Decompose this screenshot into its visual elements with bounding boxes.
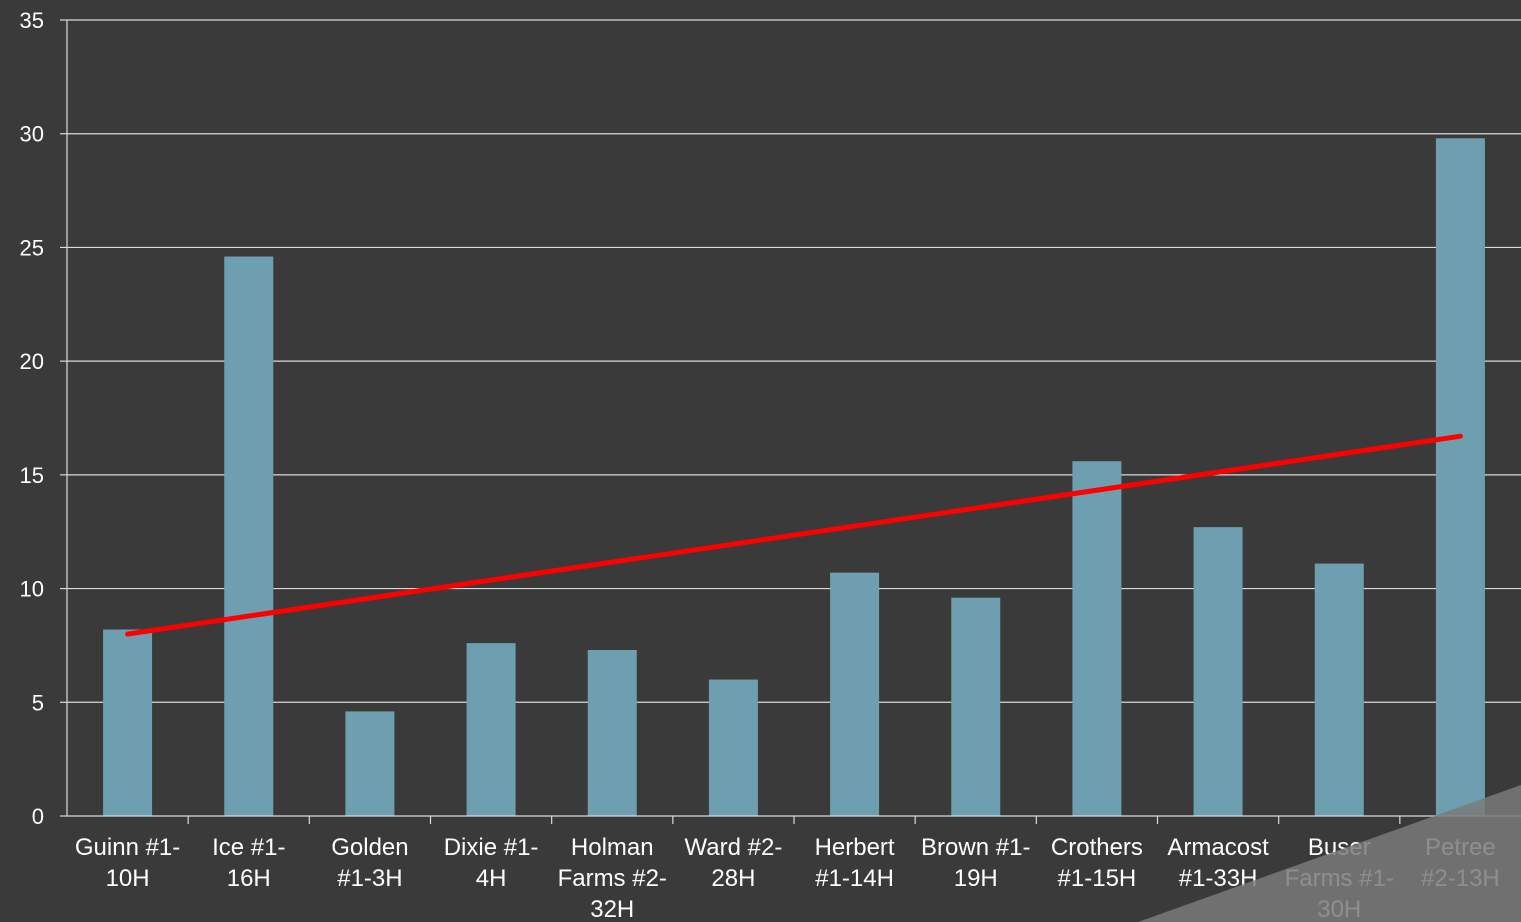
trendline (125, 433, 1463, 637)
bar (1314, 563, 1364, 816)
bar (466, 643, 516, 816)
x-tick-label-line: Holman (571, 834, 654, 861)
bar (1193, 527, 1243, 816)
y-tick-label: 20 (20, 349, 44, 374)
x-tick-label-line: Farms #2- (558, 865, 667, 892)
y-tick-label: 15 (20, 463, 44, 488)
bar (587, 649, 637, 816)
x-tick-label: Herbert #1-14H (815, 834, 895, 892)
x-tick-label-line: 16H (227, 865, 271, 892)
y-tick-label: 35 (20, 8, 44, 33)
bar (103, 629, 153, 816)
bar (708, 679, 758, 816)
x-tick-label-line: Brown #1- (921, 834, 1030, 861)
x-tick-label: Guinn #1- 10H (75, 834, 180, 892)
x-tick-label-line: Armacost (1167, 834, 1269, 861)
y-tick-label: 25 (20, 235, 44, 260)
x-tick-label: Brown #1- 19H (921, 834, 1030, 892)
x-tick-label: Holman Farms #2- 32H (558, 834, 667, 922)
x-tick-label-line: #1-3H (337, 865, 402, 892)
bars-layer (103, 138, 1485, 816)
x-tick-label-line: 19H (954, 865, 998, 892)
x-tick-label: Golden #1-3H (331, 834, 408, 892)
x-tick-label-line: Ward #2- (685, 834, 783, 861)
x-tick-label: Crothers #1-15H (1051, 834, 1143, 892)
y-tick-label: 5 (32, 690, 44, 715)
x-tick-label-line: Dixie #1- (444, 834, 539, 861)
x-tick-label-line: 10H (106, 865, 150, 892)
grid-layer (67, 19, 1521, 703)
x-tick-label-line: 4H (476, 865, 507, 892)
x-tick-label-line: Guinn #1- (75, 834, 180, 861)
bar (1435, 138, 1485, 816)
bar (951, 597, 1001, 816)
axes-layer (60, 19, 1521, 824)
y-tick-label: 0 (32, 804, 44, 829)
x-tick-label: Ward #2- 28H (685, 834, 783, 892)
y-tick-label: 30 (20, 122, 44, 147)
bar (830, 572, 880, 816)
bar (224, 256, 274, 816)
x-tick-label-line: Ice #1- (212, 834, 285, 861)
x-tick-label: Dixie #1- 4H (444, 834, 539, 892)
x-tick-label-line: #1-15H (1058, 865, 1137, 892)
x-tick-label-line: Herbert (815, 834, 895, 861)
x-tick-label-line: Golden (331, 834, 408, 861)
x-tick-label-line: 32H (590, 896, 634, 922)
x-tick-label: Ice #1- 16H (212, 834, 285, 892)
bar (1072, 461, 1122, 816)
x-tick-label-line: Crothers (1051, 834, 1143, 861)
x-tick-label-line: 28H (711, 865, 755, 892)
y-tick-label: 10 (20, 577, 44, 602)
trendline-layer (125, 433, 1463, 637)
corner-decoration (1138, 785, 1521, 922)
bar (345, 711, 395, 816)
x-tick-label-line: #1-14H (815, 865, 894, 892)
